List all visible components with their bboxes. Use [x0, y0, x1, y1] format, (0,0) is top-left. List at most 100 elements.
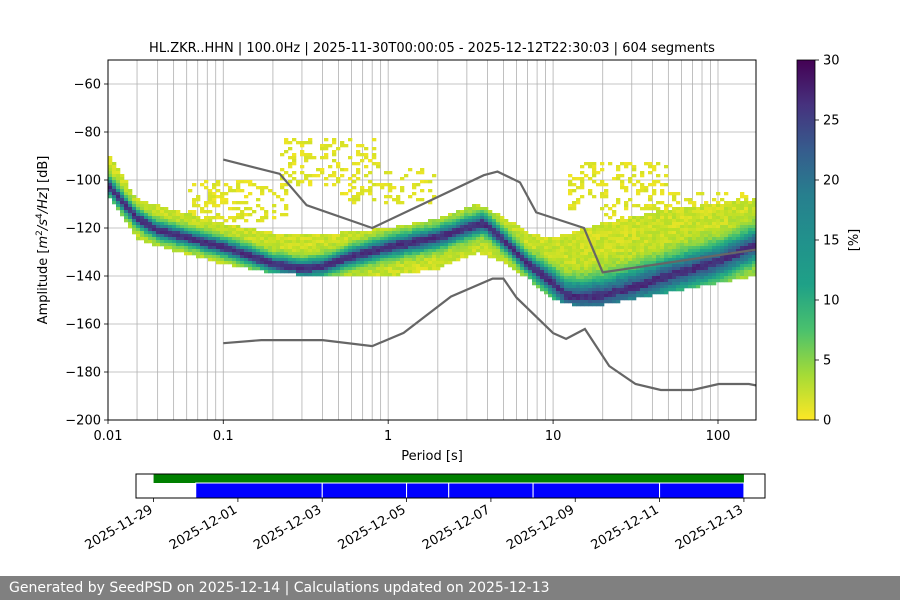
heatmap-cell	[460, 234, 465, 238]
heatmap-cell	[492, 219, 497, 223]
heatmap-cell	[448, 243, 453, 247]
heatmap-cell	[604, 246, 609, 250]
heatmap-cell	[288, 237, 293, 241]
heatmap-cell	[524, 267, 529, 271]
heatmap-cell	[364, 240, 369, 244]
heatmap-cell	[600, 243, 605, 247]
heatmap-cell	[268, 243, 273, 247]
heatmap-cell	[628, 255, 633, 259]
heatmap-cell	[464, 213, 469, 217]
heatmap-cell	[292, 177, 297, 181]
heatmap-cell	[224, 231, 229, 235]
heatmap-cell	[332, 141, 337, 145]
heatmap-cell	[516, 261, 521, 265]
heatmap-cell	[436, 240, 441, 244]
heatmap-cell	[216, 258, 221, 262]
heatmap-cell	[576, 267, 581, 271]
heatmap-cell	[168, 246, 173, 250]
heatmap-cell	[348, 183, 353, 187]
heatmap-cell	[208, 240, 213, 244]
heatmap-cell	[180, 231, 185, 235]
heatmap-cell	[216, 243, 221, 247]
heatmap-cell	[608, 255, 613, 259]
heatmap-cell	[248, 237, 253, 241]
heatmap-cell	[452, 231, 457, 235]
heatmap-cell	[692, 282, 697, 286]
heatmap-cell	[248, 258, 253, 262]
heatmap-cell	[680, 228, 685, 232]
heatmap-cell	[260, 261, 265, 265]
heatmap-cell	[648, 246, 653, 250]
heatmap-cell	[656, 270, 661, 274]
heatmap-cell	[504, 240, 509, 244]
heatmap-cell	[220, 255, 225, 259]
heatmap-cell	[424, 180, 429, 184]
heatmap-cell	[124, 216, 129, 220]
heatmap-cell	[600, 261, 605, 265]
heatmap-cell	[592, 195, 597, 199]
heatmap-cell	[580, 285, 585, 289]
heatmap-cell	[404, 249, 409, 253]
heatmap-cell	[320, 243, 325, 247]
heatmap-cell	[300, 264, 305, 268]
heatmap-cell	[740, 273, 745, 277]
heatmap-cell	[584, 174, 589, 178]
heatmap-cell	[200, 228, 205, 232]
heatmap-cell	[480, 252, 485, 256]
heatmap-cell	[232, 258, 237, 262]
heatmap-cell	[420, 249, 425, 253]
heatmap-cell	[568, 252, 573, 256]
heatmap-cell	[636, 285, 641, 289]
heatmap-cell	[144, 237, 149, 241]
heatmap-cell	[392, 270, 397, 274]
heatmap-cell	[592, 297, 597, 301]
heatmap-cell	[560, 249, 565, 253]
heatmap-cell	[456, 243, 461, 247]
heatmap-cell	[512, 225, 517, 229]
heatmap-cell	[580, 237, 585, 241]
heatmap-cell	[348, 243, 353, 247]
heatmap-cell	[748, 258, 753, 262]
heatmap-cell	[404, 231, 409, 235]
heatmap-cell	[652, 249, 657, 253]
heatmap-cell	[280, 183, 285, 187]
heatmap-cell	[404, 228, 409, 232]
heatmap-cell	[144, 234, 149, 238]
heatmap-cell	[616, 279, 621, 283]
heatmap-cell	[380, 240, 385, 244]
heatmap-cell	[204, 249, 209, 253]
heatmap-cell	[600, 264, 605, 268]
heatmap-cell	[652, 288, 657, 292]
heatmap-cell	[568, 285, 573, 289]
heatmap-cell	[644, 276, 649, 280]
heatmap-cell	[432, 234, 437, 238]
heatmap-cell	[536, 252, 541, 256]
heatmap-cell	[512, 240, 517, 244]
heatmap-cell	[472, 237, 477, 241]
heatmap-cell	[680, 273, 685, 277]
heatmap-cell	[256, 204, 261, 208]
heatmap-cell	[644, 204, 649, 208]
heatmap-cell	[316, 246, 321, 250]
heatmap-cell	[304, 240, 309, 244]
heatmap-cell	[240, 228, 245, 232]
heatmap-cell	[480, 225, 485, 229]
heatmap-cell	[312, 243, 317, 247]
heatmap-cell	[712, 225, 717, 229]
heatmap-cell	[472, 204, 477, 208]
heatmap-cell	[672, 213, 677, 217]
heatmap-cell	[568, 237, 573, 241]
heatmap-cell	[636, 246, 641, 250]
heatmap-cell	[356, 231, 361, 235]
heatmap-cell	[300, 267, 305, 271]
heatmap-cell	[412, 225, 417, 229]
heatmap-cell	[632, 231, 637, 235]
heatmap-cell	[144, 201, 149, 205]
heatmap-cell	[272, 210, 277, 214]
heatmap-cell	[220, 192, 225, 196]
heatmap-cell	[544, 261, 549, 265]
heatmap-cell	[588, 246, 593, 250]
heatmap-cell	[532, 270, 537, 274]
heatmap-cell	[632, 276, 637, 280]
heatmap-cell	[520, 237, 525, 241]
